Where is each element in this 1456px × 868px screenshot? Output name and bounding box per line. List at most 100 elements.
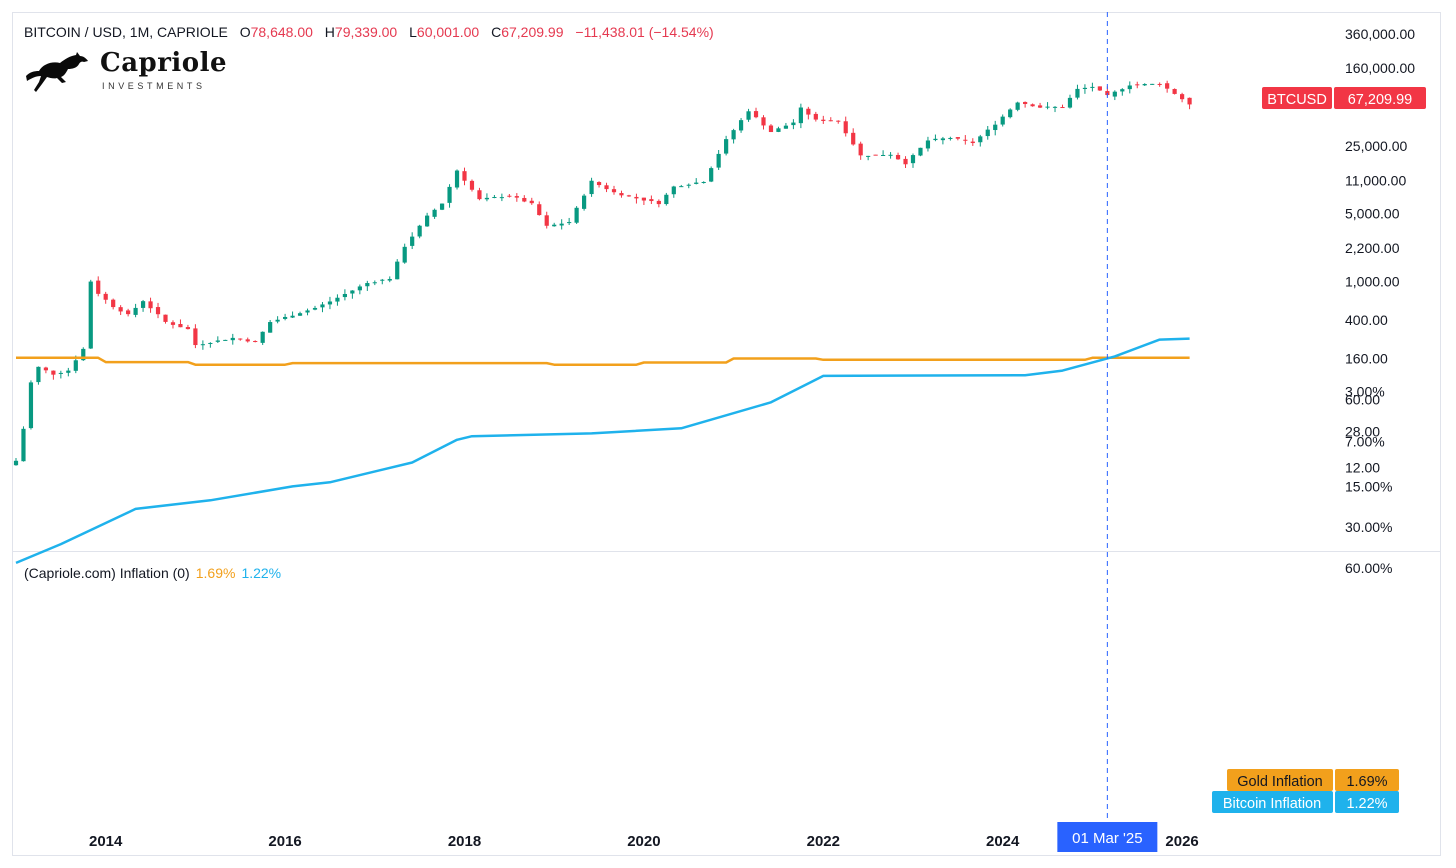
candle-body [559,223,564,226]
candle-body [611,189,617,193]
candle-body [215,340,220,342]
gold-inflation-legend-value: 1.69% [195,565,236,581]
candle-body [1045,106,1050,108]
candle-body [372,282,377,284]
candle-body [73,360,78,371]
candle-body [716,153,721,168]
candle-body [626,195,632,197]
change-value: −11,438.01 (−14.54%) [575,24,714,40]
candle-body [335,297,340,302]
candle-body [731,130,736,140]
candle-body [305,310,310,313]
gold-inflation-tag-value: 1.69% [1346,774,1387,790]
candle-body [327,301,333,305]
candle-body [111,299,116,308]
price-tick-label: 11,000.00 [1345,173,1406,189]
candle-body [619,193,624,196]
candle-body [283,316,288,319]
candle-body [1180,94,1185,100]
price-tick-label: 1,000.00 [1345,273,1400,289]
candle-body [552,224,557,227]
candle-body [1142,84,1147,86]
candle-body [985,129,990,137]
time-axis: 2014 2016 2018 2020 2022 2024 2026 [89,833,1199,850]
candle-body [1112,91,1117,97]
candle-body [664,194,669,205]
candle-body [469,180,475,190]
candle-body [1097,86,1102,91]
candle-body [103,293,108,300]
time-tick-label: 2016 [268,833,301,850]
candle-body [768,125,774,133]
candle-body [1052,106,1058,108]
candle-body [118,307,123,312]
candle-body [910,155,916,164]
candle-body [582,195,587,209]
candle-body [1015,102,1020,110]
horse-icon [26,52,88,92]
candle-body [297,313,303,316]
bitcoin-inflation-line [15,337,1190,565]
candle-body [1090,86,1095,88]
candle-body [447,186,452,203]
candle-body [155,307,161,315]
candle-body [761,117,766,126]
high-value: 79,339.00 [334,24,398,40]
inflation-tick-label: 3.00% [1345,384,1385,400]
candle-body [1037,105,1043,108]
candle-body [21,428,26,462]
candle-body [126,310,131,315]
candle-body [574,207,579,223]
candle-body [933,138,938,141]
capriole-logo: Capriole INVESTMENTS [24,48,228,94]
gold-inflation-tag-label-box [1227,769,1333,791]
symbol-name[interactable]: BITCOIN / USD, 1M, CAPRIOLE [24,24,228,40]
inflation-lines-layer [15,337,1190,565]
price-axis: 360,000.00 160,000.00 25,000.00 11,000.00 5,… [1345,26,1415,475]
candle-body [275,319,280,322]
logo-subtitle: INVESTMENTS [102,81,206,91]
time-tick-label: 2024 [986,833,1020,850]
candle-body [514,196,519,198]
candle-body [798,107,803,124]
candle-body [133,307,138,315]
indicator-title[interactable]: (Capriole.com) Inflation (0) [24,565,190,581]
candle-body [81,348,86,361]
candle-body [200,344,205,346]
inflation-axis: 60.00% 30.00% 15.00% 7.00% 3.00% [1345,384,1392,576]
crosshair: 01 Mar '25 [1057,12,1158,852]
candle-body [1060,107,1065,109]
candle-body [709,168,714,182]
candle-body [320,304,325,308]
candle-body [641,197,646,201]
chart-frame [12,12,1441,856]
candle-body [806,108,811,115]
candle-body [694,182,699,184]
candle-body [881,155,886,157]
candle-body [268,322,273,333]
candle-body [1127,85,1132,90]
candle-body [51,370,56,375]
candle-body [1165,83,1170,89]
candle-body [96,280,101,294]
logo-wordmark: Capriole [100,48,228,78]
candle-body [589,180,594,195]
candle-body [993,124,998,131]
candle-body [193,328,198,346]
candle-body [140,301,146,308]
candle-body [350,290,355,294]
candle-body [439,203,445,210]
candle-body [851,132,856,145]
candle-body [507,195,512,197]
candle-body [1157,83,1162,85]
bitcoin-inflation-legend-value: 1.22% [241,565,282,581]
candle-body [1150,83,1155,85]
candle-body [312,307,318,310]
candle-body [1067,97,1073,108]
candle-body [170,322,176,325]
candle-body [36,366,41,383]
candle-body [895,154,901,160]
indicator-header: (Capriole.com) Inflation (0) 1.69% 1.22% [24,565,281,581]
